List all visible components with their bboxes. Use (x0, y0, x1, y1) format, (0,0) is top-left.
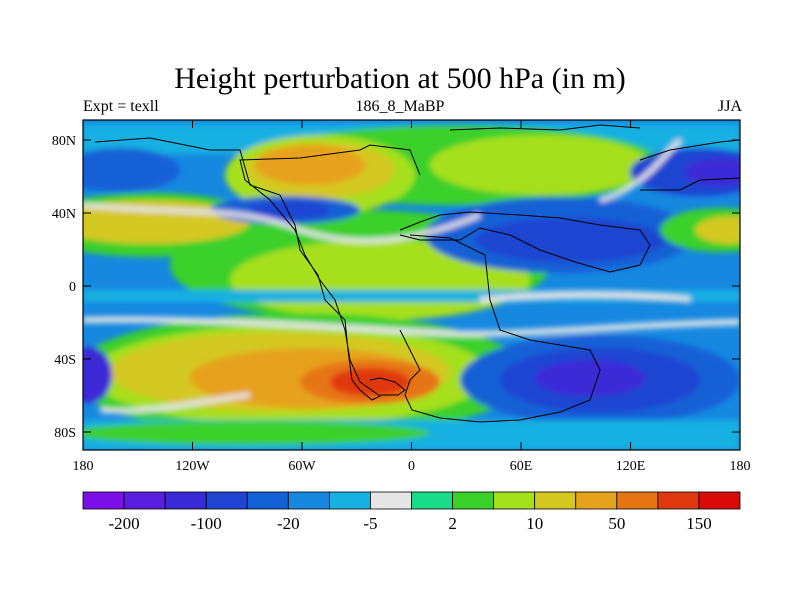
colorbar-label: 150 (686, 514, 712, 533)
colorbar-label: 10 (526, 514, 543, 533)
y-ticks (83, 139, 740, 433)
map-title: Height perturbation at 500 hPa (in m) (174, 62, 626, 95)
colorbar-label: -5 (363, 514, 377, 533)
x-tick-label: 180 (730, 459, 751, 474)
colorbar-swatch (575, 491, 618, 510)
colorbar-swatch (205, 491, 248, 510)
colorbar-swatch (123, 491, 166, 510)
y-tick-label: 40S (54, 353, 76, 368)
colorbar-labels: -200 -100 -20 -5 2 10 50 150 (108, 514, 711, 533)
colorbar-swatch (164, 491, 207, 510)
colorbar-label: 2 (448, 514, 457, 533)
colorbar-swatch (246, 491, 289, 510)
y-tick-label: 0 (69, 280, 76, 295)
y-tick-label: 80S (54, 426, 76, 441)
colorbar-swatch (328, 491, 371, 510)
contour-field (83, 120, 740, 450)
colorbar-swatch (287, 491, 330, 510)
x-tick-label: 0 (408, 459, 415, 474)
x-tick-label: 120W (175, 459, 210, 474)
colorbar-swatch (616, 491, 659, 510)
x-tick-label: 60E (510, 459, 533, 474)
y-tick-label: 40N (52, 207, 76, 222)
coastlines (94, 124, 740, 423)
colorbar-label: -20 (277, 514, 300, 533)
colorbar-label: -100 (191, 514, 222, 533)
colorbar-swatch (534, 491, 577, 510)
x-tick-label: 120E (616, 459, 646, 474)
colorbar-swatch (411, 491, 453, 510)
colorbar-label: -200 (108, 514, 139, 533)
y-tick-label: 80N (52, 134, 76, 149)
colorbar-swatch (493, 491, 536, 510)
x-tick-label: 180 (73, 459, 94, 474)
colorbar (82, 491, 741, 510)
x-tick-label: 60W (288, 459, 316, 474)
experiment-label: Expt = texll (83, 98, 159, 115)
colorbar-swatch (370, 491, 412, 510)
colorbar-swatch (698, 491, 741, 510)
colorbar-label: 50 (608, 514, 625, 533)
colorbar-swatch (82, 491, 125, 510)
season-label: JJA (717, 98, 742, 115)
colorbar-swatch (452, 491, 495, 510)
simulation-label: 186_8_MaBP (355, 98, 445, 115)
x-ticks (82, 120, 741, 450)
colorbar-swatch (657, 491, 700, 510)
